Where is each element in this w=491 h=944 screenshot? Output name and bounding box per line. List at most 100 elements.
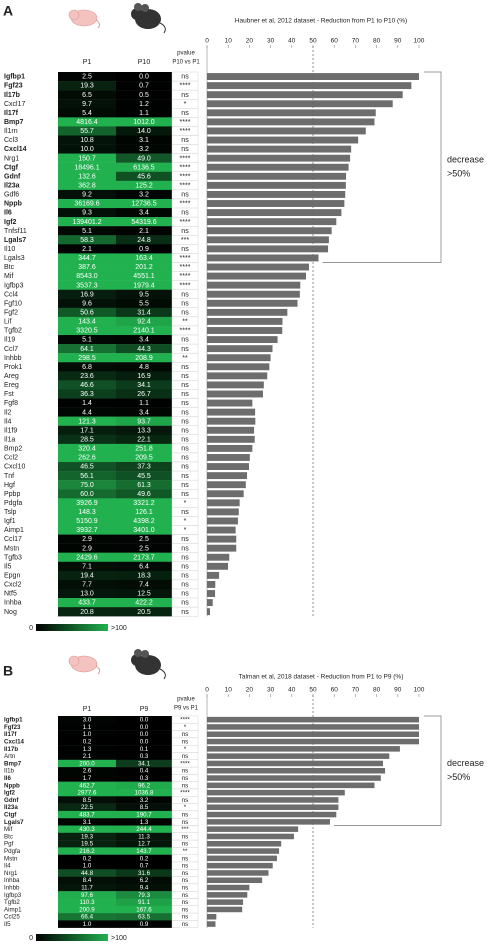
pvalue: *	[184, 527, 187, 534]
cell-value: 0.9	[140, 921, 149, 928]
pvalue: ns	[181, 482, 189, 489]
cell-value: 139401.2	[72, 219, 101, 226]
heatmap-cell	[58, 325, 116, 336]
heatmap-cell	[116, 307, 172, 318]
cell-value: 1.3	[140, 819, 149, 826]
cell-value: 5.1	[82, 337, 92, 344]
heatmap-cell	[116, 90, 172, 100]
x-tick-label: 10	[225, 687, 233, 694]
pvalue: ns	[181, 509, 189, 516]
bar	[207, 254, 319, 262]
heatmap-cell	[58, 117, 116, 127]
heatmap-cell	[116, 99, 172, 109]
pvalue: ns	[182, 811, 189, 818]
colorbar-label: 0	[29, 935, 33, 942]
gene-label: Pdgfa	[4, 500, 22, 507]
bar	[207, 454, 250, 461]
pvalue: ****	[180, 128, 191, 135]
cell-value: 17.1	[80, 427, 94, 434]
heatmap-cell	[116, 416, 172, 426]
cell-value: 320.4	[78, 446, 96, 453]
gene-label: Gdnf	[4, 173, 21, 180]
heatmap-cell	[58, 344, 116, 354]
heatmap-cell	[116, 905, 172, 914]
heatmap-cell	[58, 832, 116, 841]
pvalue: ns	[181, 554, 189, 561]
pvalue: ns	[181, 210, 189, 217]
pvalue: ns	[181, 536, 189, 543]
gene-label: Il1rn	[4, 128, 18, 135]
pvalue: ns	[182, 892, 189, 899]
cell-value: 3537.3	[76, 282, 98, 289]
gene-label: Ereg	[4, 382, 19, 389]
cell-value: 344.7	[78, 255, 96, 262]
pvalue: ns	[181, 373, 189, 380]
pvalue: ns	[182, 906, 189, 913]
heatmap-cell	[58, 723, 116, 731]
bar	[207, 767, 386, 774]
cell-value: 1.0	[83, 863, 92, 870]
cell-value: 36169.6	[74, 201, 99, 208]
heatmap-cell	[116, 759, 172, 768]
heatmap-cell	[116, 407, 172, 417]
cell-value: 31.6	[138, 870, 151, 877]
cell-value: 44.8	[81, 870, 94, 877]
cell-value: 483.7	[79, 811, 95, 818]
heatmap-cell	[116, 730, 172, 739]
cell-value: 1036.8	[135, 790, 154, 797]
bar	[207, 308, 288, 316]
pvalue: ns	[182, 782, 189, 789]
heatmap-cell	[58, 99, 116, 109]
bar	[207, 899, 244, 905]
cell-value: 3.4	[139, 337, 149, 344]
annotation: decrease	[447, 758, 484, 768]
heatmap-cell	[58, 752, 116, 760]
heatmap-cell	[58, 271, 116, 281]
bar	[207, 892, 248, 898]
cell-value: 0.0	[140, 724, 149, 731]
gene-label: Bmp7	[4, 119, 24, 126]
bar	[207, 190, 346, 198]
heatmap-cell	[116, 745, 172, 753]
gene-label: Il6	[4, 210, 12, 217]
cell-value: 97.6	[81, 892, 94, 899]
gene-label: Aimp1	[4, 906, 22, 913]
heatmap-cell	[116, 108, 172, 118]
cell-value: 121.3	[78, 418, 96, 425]
gene-label: Inhba	[4, 877, 20, 884]
gene-label: Lif	[4, 319, 11, 326]
cell-value: 209.5	[135, 455, 153, 462]
heatmap-cell	[58, 171, 116, 182]
cell-value: 20.5	[137, 609, 151, 616]
gene-label: Cxcl2	[4, 582, 22, 589]
cell-value: 46.5	[80, 464, 94, 471]
cell-value: 262.6	[78, 455, 96, 462]
bar	[207, 746, 400, 752]
pvalue: ns	[181, 591, 189, 598]
cell-value: 2.5	[139, 545, 149, 552]
pvalue: *	[184, 101, 187, 108]
heatmap-cell	[116, 262, 172, 272]
heatmap-cell	[116, 607, 172, 617]
heatmap-cell	[116, 796, 172, 804]
bar	[207, 921, 216, 927]
heatmap-cell	[116, 898, 172, 906]
heatmap-cell	[58, 180, 116, 191]
pvalue: ns	[182, 914, 189, 921]
heatmap-cell	[58, 825, 116, 833]
bar	[207, 517, 238, 525]
cell-value: 93.7	[137, 418, 151, 425]
annotation: decrease	[447, 155, 484, 165]
gene-label: Hgf	[4, 482, 15, 489]
bar	[207, 804, 339, 811]
gene-label: Lgals3	[4, 255, 25, 262]
heatmap-cell	[116, 189, 172, 200]
panel-label: A	[3, 3, 13, 19]
heatmap-cell	[58, 876, 116, 885]
bar	[207, 336, 278, 344]
heatmap-cell	[116, 425, 172, 435]
cell-value: 4.8	[139, 364, 149, 371]
cell-value: 9.7	[82, 101, 92, 108]
heatmap-cell	[116, 534, 172, 544]
bar	[207, 272, 307, 280]
